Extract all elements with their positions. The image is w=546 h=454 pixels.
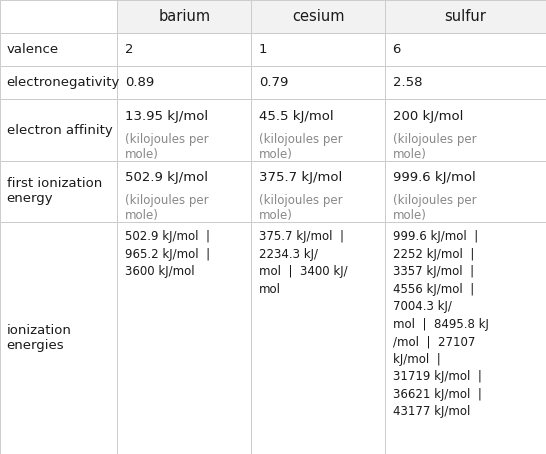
Text: 375.7 kJ/mol: 375.7 kJ/mol bbox=[259, 171, 342, 184]
Bar bbox=[251, 222, 385, 454]
Bar bbox=[0, 0, 117, 33]
Text: barium: barium bbox=[158, 9, 210, 24]
Text: (kilojoules per
mole): (kilojoules per mole) bbox=[125, 194, 209, 222]
Text: 502.9 kJ/mol  |
965.2 kJ/mol  |
3600 kJ/mol: 502.9 kJ/mol | 965.2 kJ/mol | 3600 kJ/mo… bbox=[125, 230, 210, 278]
Bar bbox=[385, 66, 546, 99]
Bar bbox=[0, 33, 117, 66]
Bar bbox=[385, 222, 546, 454]
Text: 0.79: 0.79 bbox=[259, 76, 288, 89]
Bar bbox=[251, 66, 385, 99]
Bar bbox=[117, 161, 251, 222]
Text: 2.58: 2.58 bbox=[393, 76, 422, 89]
Bar bbox=[0, 222, 117, 454]
Bar bbox=[117, 99, 251, 161]
Bar bbox=[385, 161, 546, 222]
Text: (kilojoules per
mole): (kilojoules per mole) bbox=[393, 133, 476, 161]
Text: 6: 6 bbox=[393, 43, 401, 56]
Text: 999.6 kJ/mol  |
2252 kJ/mol  |
3357 kJ/mol  |
4556 kJ/mol  |
7004.3 kJ/
mol  |  : 999.6 kJ/mol | 2252 kJ/mol | 3357 kJ/mol… bbox=[393, 230, 489, 418]
Bar bbox=[385, 0, 546, 33]
Bar bbox=[117, 66, 251, 99]
Bar bbox=[0, 66, 117, 99]
Text: electron affinity: electron affinity bbox=[7, 123, 112, 137]
Text: 999.6 kJ/mol: 999.6 kJ/mol bbox=[393, 171, 476, 184]
Text: 375.7 kJ/mol  |
2234.3 kJ/
mol  |  3400 kJ/
mol: 375.7 kJ/mol | 2234.3 kJ/ mol | 3400 kJ/… bbox=[259, 230, 347, 296]
Text: 200 kJ/mol: 200 kJ/mol bbox=[393, 110, 463, 123]
Text: electronegativity: electronegativity bbox=[7, 76, 120, 89]
Text: 502.9 kJ/mol: 502.9 kJ/mol bbox=[125, 171, 208, 184]
Bar bbox=[117, 33, 251, 66]
Bar bbox=[0, 161, 117, 222]
Bar bbox=[117, 222, 251, 454]
Text: (kilojoules per
mole): (kilojoules per mole) bbox=[393, 194, 476, 222]
Bar bbox=[251, 33, 385, 66]
Text: 45.5 kJ/mol: 45.5 kJ/mol bbox=[259, 110, 334, 123]
Text: cesium: cesium bbox=[292, 9, 345, 24]
Bar bbox=[385, 99, 546, 161]
Bar bbox=[117, 0, 251, 33]
Bar bbox=[385, 33, 546, 66]
Text: valence: valence bbox=[7, 43, 58, 56]
Text: ionization
energies: ionization energies bbox=[7, 324, 72, 352]
Text: first ionization
energy: first ionization energy bbox=[7, 178, 102, 205]
Text: (kilojoules per
mole): (kilojoules per mole) bbox=[259, 133, 342, 161]
Text: 0.89: 0.89 bbox=[125, 76, 155, 89]
Bar bbox=[251, 0, 385, 33]
Text: 13.95 kJ/mol: 13.95 kJ/mol bbox=[125, 110, 208, 123]
Bar bbox=[0, 99, 117, 161]
Bar bbox=[251, 99, 385, 161]
Text: (kilojoules per
mole): (kilojoules per mole) bbox=[259, 194, 342, 222]
Text: (kilojoules per
mole): (kilojoules per mole) bbox=[125, 133, 209, 161]
Text: sulfur: sulfur bbox=[444, 9, 486, 24]
Text: 1: 1 bbox=[259, 43, 268, 56]
Bar bbox=[251, 161, 385, 222]
Text: 2: 2 bbox=[125, 43, 134, 56]
